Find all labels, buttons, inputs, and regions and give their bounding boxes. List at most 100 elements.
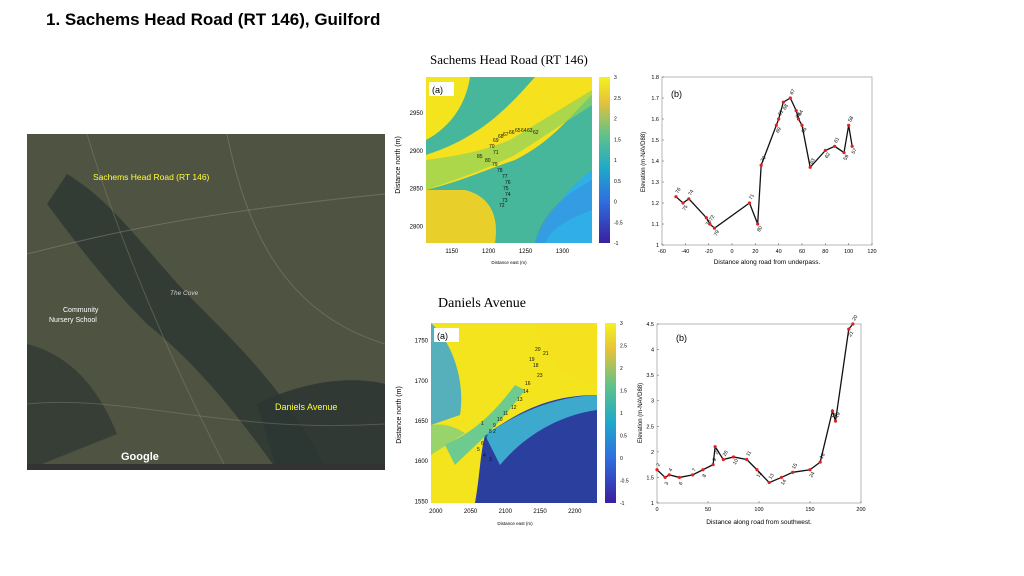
bottom-line-data-point <box>711 463 715 467</box>
bottom-line-data-point <box>667 473 671 477</box>
top-line-axes: -60 -40 -20 0 20 40 60 80 100 120 1 1.1 1.2 1.3 1.4 1.5… <box>651 75 876 255</box>
top-heatmap-point-label: 64 <box>521 128 527 134</box>
bottom-heatmap-ytick-label: 1600 <box>415 459 429 465</box>
bottom-line-data-point <box>847 327 851 331</box>
top-colorbar-tick-label: 0 <box>614 200 617 206</box>
top-heatmap-point-label: 74 <box>505 192 511 198</box>
top-line-data-point <box>800 123 804 127</box>
place-label-the-cove: The Cove <box>170 290 199 297</box>
bottom-line-point-label: 9 <box>712 457 719 463</box>
top-line-xtick-label: -60 <box>658 249 666 255</box>
bottom-line-data-point <box>755 468 759 472</box>
top-heatmap-point-label: 79 <box>492 162 498 168</box>
top-heatmap-point-label: 70 <box>489 144 495 150</box>
top-heatmap-point-label: 78 <box>497 168 503 174</box>
top-line-ytick-label: 1.7 <box>651 96 659 102</box>
bottom-heatmap-xtick-label: 2100 <box>499 509 513 515</box>
top-site-heading: Sachems Head Road (RT 146) <box>430 52 588 67</box>
bottom-line-point-label: 24 <box>809 471 817 479</box>
bottom-line-ytick-label: 3.5 <box>646 373 654 379</box>
top-line-data-point <box>794 109 798 113</box>
bottom-line-ylabel: Elevation (m-NAVD88) <box>638 383 644 443</box>
top-heatmap-point-label: 65 <box>515 128 521 134</box>
top-line-ytick-label: 1.2 <box>651 201 659 207</box>
top-line-data-point <box>687 197 691 201</box>
bottom-colorbar-tick-label: 0.5 <box>620 434 627 440</box>
top-line-data-point <box>712 226 717 230</box>
top-line-xtick-label: 40 <box>776 249 782 255</box>
top-heatmap-point-label: 77 <box>502 174 508 180</box>
bottom-heatmap-point-label: 8 <box>489 429 492 435</box>
bottom-line-point-label: 12 <box>755 471 763 479</box>
bottom-colorbar <box>605 323 616 503</box>
top-line-xtick-label: -40 <box>681 249 689 255</box>
bottom-line-data-point <box>691 473 695 477</box>
bottom-heatmap-point-label: 7 <box>485 435 488 441</box>
top-heatmap-point-label: 62 <box>533 130 539 136</box>
bottom-line-point-label: 11 <box>745 450 753 458</box>
bottom-line-panel-label: (b) <box>676 333 687 343</box>
bottom-heatmap-point-label: 10 <box>497 417 503 423</box>
bottom-line-data-point <box>818 460 822 464</box>
bottom-line-point-label: 13 <box>768 473 776 481</box>
bottom-line-data-point <box>779 475 784 480</box>
top-line-data-point <box>788 96 792 100</box>
bottom-line-data-point <box>767 480 771 485</box>
bottom-colorbar-tick-label: -0.5 <box>620 479 629 485</box>
top-line-data-point <box>704 216 708 220</box>
bottom-colorbar-tick-label: 3 <box>620 321 623 327</box>
bottom-line-xtick-label: 0 <box>655 507 658 513</box>
top-heatmap-point-label: 76 <box>505 180 511 186</box>
bottom-line-ytick-label: 1.5 <box>646 475 654 481</box>
bottom-heatmap-ytick-label: 1750 <box>415 339 429 345</box>
top-line-data-point <box>847 123 851 127</box>
bottom-heatmap-point-label: 16 <box>525 381 531 387</box>
bottom-line-point-label: 10 <box>732 458 740 466</box>
bottom-heatmap-xtick-label: 2050 <box>464 509 478 515</box>
top-heatmap-xtick-label: 1300 <box>556 249 570 255</box>
bottom-line-point-label: 8 <box>701 473 708 479</box>
top-line-point-label: 72 <box>708 214 716 222</box>
top-line-point-label: 59 <box>843 154 851 162</box>
top-heatmap-point-label: 63 <box>527 128 533 134</box>
bottom-line-point-label: 27 <box>714 448 722 456</box>
top-line-point-label: 57 <box>851 147 859 155</box>
top-line-data-point <box>774 123 778 127</box>
bottom-line-point-label: 14 <box>780 478 788 486</box>
bottom-line-ytick-label: 2 <box>651 450 654 456</box>
top-line-point-label: 68 <box>782 103 790 111</box>
bottom-heatmap-point-label: 23 <box>537 373 543 379</box>
bottom-site-heading: Daniels Avenue <box>438 296 526 311</box>
bottom-heatmap-point-label: 19 <box>529 357 535 363</box>
top-heatmap-point-label: 72 <box>499 203 505 209</box>
top-heatmap-point-label: 85 <box>477 154 483 160</box>
top-line-data-point <box>756 222 760 226</box>
top-line-data-point <box>781 100 785 104</box>
top-line-data-point <box>674 195 678 199</box>
bottom-line-point-label: 20 <box>851 315 859 322</box>
bottom-line-ytick-label: 2.5 <box>646 424 654 430</box>
top-line-point-label: 71 <box>748 193 756 201</box>
top-line-data-point <box>796 117 801 121</box>
top-heatmap-point-label: 68 <box>498 134 504 140</box>
top-line-ytick-label: 1.3 <box>651 180 659 186</box>
bottom-line-point-label: 6 <box>678 481 685 487</box>
top-line-xtick-label: 60 <box>799 249 805 255</box>
top-heatmap-point-label: 67 <box>503 132 509 138</box>
bottom-colorbar-tick-label: 2 <box>620 366 623 372</box>
top-heatmap-ylabel: Distance north (m) <box>395 136 402 194</box>
top-heatmap-point-label: 71 <box>493 150 499 156</box>
top-line-data-point <box>842 151 846 155</box>
bottom-heatmap-xlabel: Distance east (m) <box>497 521 533 526</box>
bottom-heatmap-xtick-label: 2200 <box>568 509 582 515</box>
bottom-line-point-label: 26 <box>722 450 730 458</box>
bottom-heatmap-xtick-label: 2150 <box>533 509 547 515</box>
bottom-colorbar-tick-label: 1.5 <box>620 389 627 395</box>
bottom-line-xtick-label: 100 <box>754 507 763 513</box>
bottom-heatmap-ylabel: Distance north (m) <box>396 386 403 444</box>
top-line-xtick-label: -20 <box>705 249 713 255</box>
